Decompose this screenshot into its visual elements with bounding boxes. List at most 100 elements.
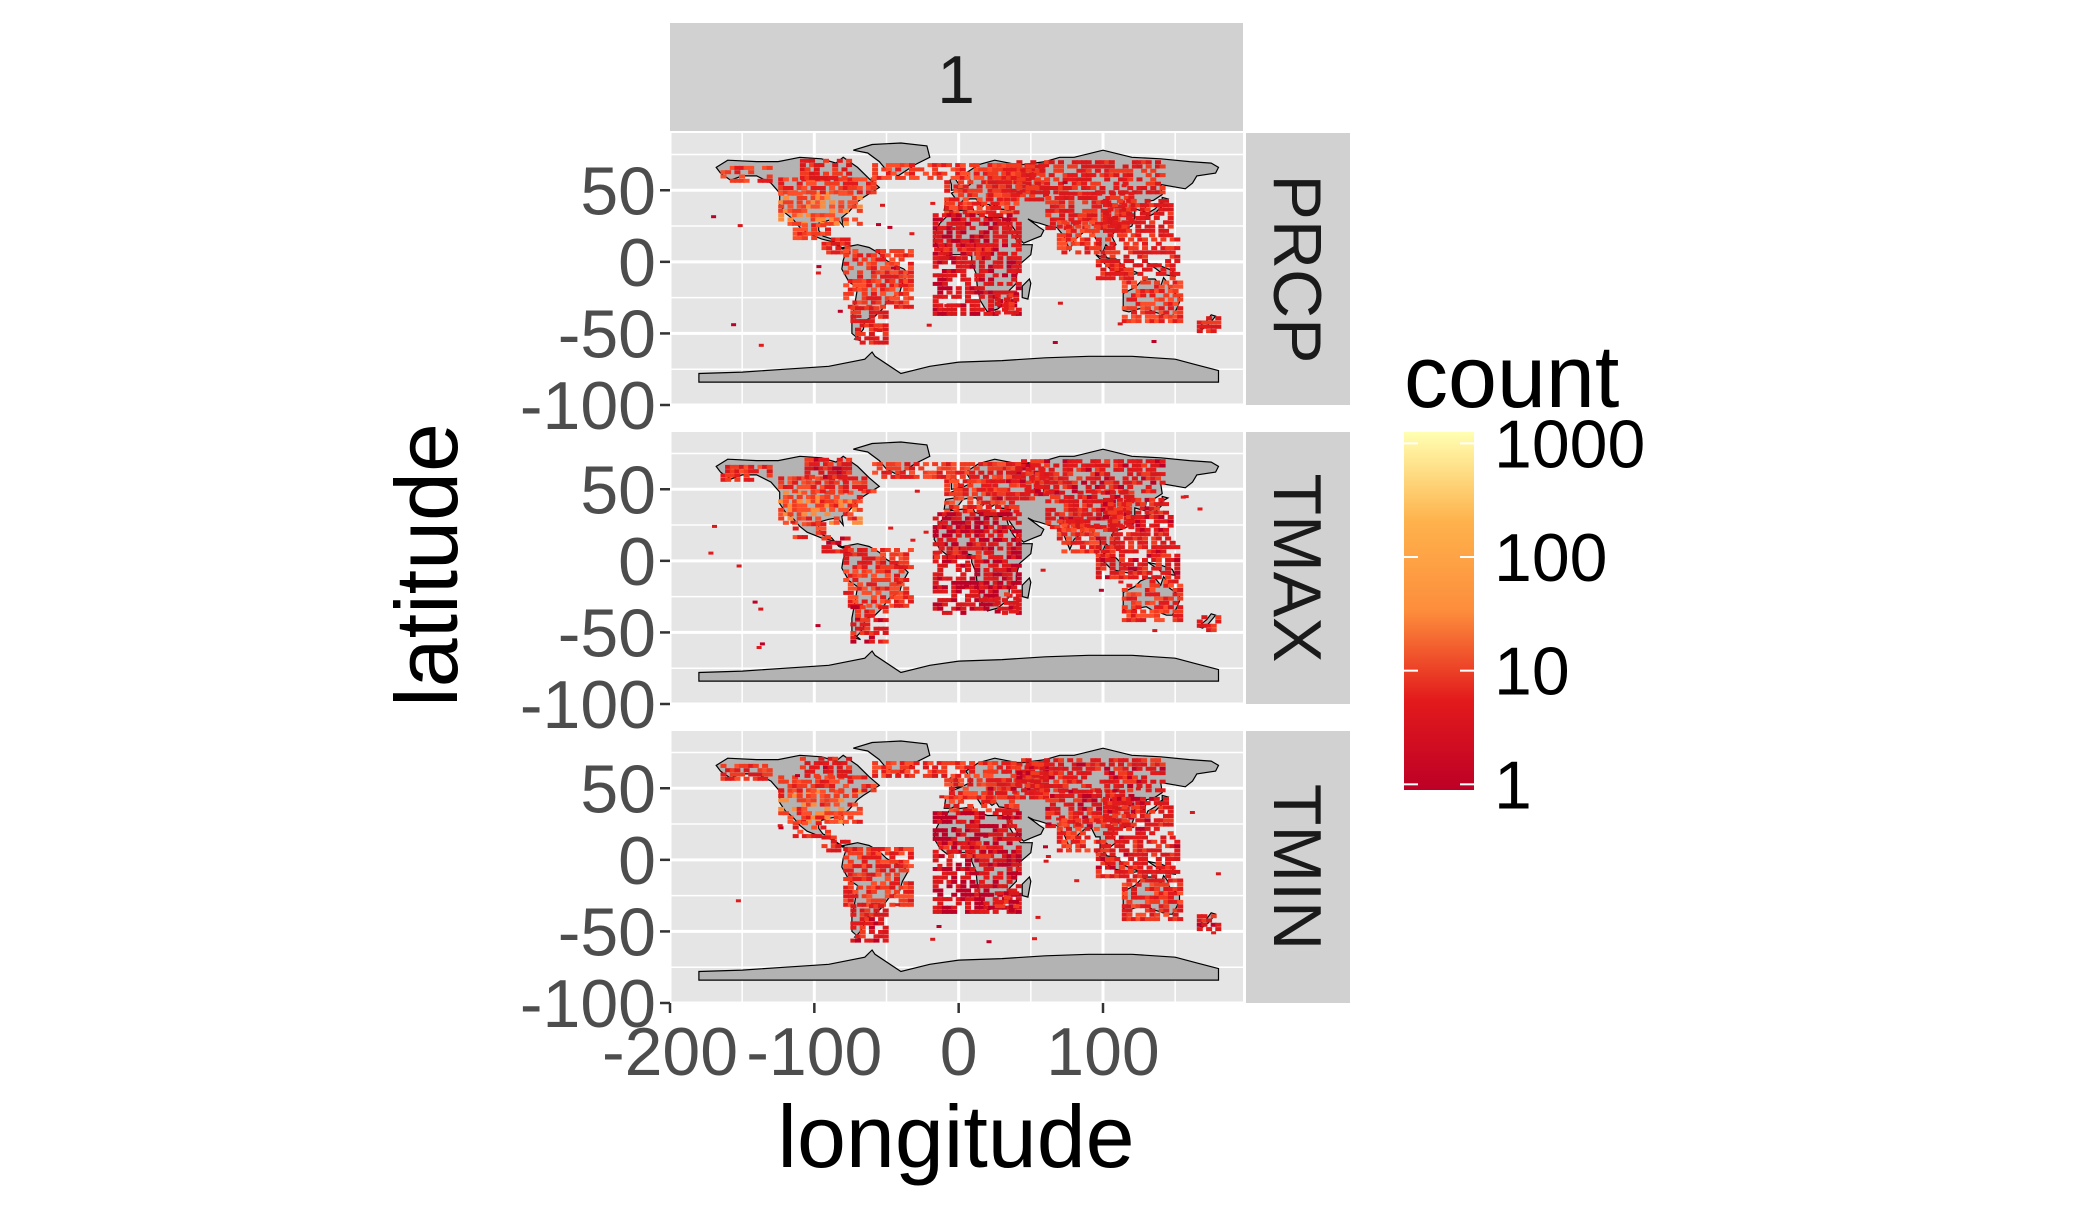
count-tile bbox=[1136, 463, 1143, 468]
count-tile bbox=[937, 589, 944, 594]
count-tile bbox=[1081, 164, 1088, 169]
count-tile bbox=[1109, 259, 1116, 263]
count-tile bbox=[801, 811, 808, 816]
count-tile bbox=[1033, 786, 1040, 791]
count-tile bbox=[1107, 497, 1114, 502]
count-tile bbox=[823, 474, 829, 479]
count-tile bbox=[801, 503, 808, 508]
count-tile bbox=[889, 586, 896, 591]
count-tile bbox=[1002, 243, 1008, 248]
count-tile bbox=[1091, 191, 1098, 196]
count-tile bbox=[843, 261, 850, 266]
count-tile bbox=[1135, 233, 1142, 238]
count-tile bbox=[743, 763, 750, 768]
count-tile bbox=[1099, 463, 1106, 468]
count-tile bbox=[1084, 237, 1091, 242]
count-tile bbox=[1118, 566, 1125, 571]
count-tile bbox=[1006, 836, 1013, 841]
count-tile bbox=[992, 537, 999, 542]
count-tile bbox=[932, 171, 939, 176]
count-tile bbox=[958, 492, 965, 497]
count-tile bbox=[1063, 516, 1070, 521]
count-tile bbox=[1008, 210, 1015, 215]
count-tile bbox=[870, 253, 877, 258]
count-tile bbox=[1172, 579, 1179, 584]
count-tile bbox=[950, 470, 957, 475]
count-tile bbox=[1013, 310, 1020, 315]
count-tile bbox=[932, 888, 939, 893]
count-tile bbox=[855, 327, 861, 332]
count-tile bbox=[955, 550, 962, 555]
count-tile bbox=[889, 257, 896, 262]
count-tile bbox=[962, 509, 969, 514]
count-tile bbox=[1100, 848, 1107, 853]
count-tile bbox=[876, 223, 881, 227]
count-tile bbox=[801, 223, 808, 228]
count-tile bbox=[1165, 570, 1172, 575]
count-tile bbox=[992, 836, 999, 841]
count-tile bbox=[978, 290, 985, 295]
count-tile bbox=[988, 824, 995, 829]
count-tile bbox=[976, 201, 983, 206]
count-tile bbox=[969, 512, 976, 517]
count-tile bbox=[796, 476, 803, 481]
count-tile bbox=[965, 525, 971, 530]
count-tile bbox=[1118, 758, 1124, 763]
count-tile bbox=[852, 186, 859, 190]
count-tile bbox=[826, 848, 833, 853]
count-tile bbox=[1126, 211, 1133, 216]
count-tile bbox=[898, 603, 905, 608]
count-tile bbox=[951, 875, 958, 880]
count-tile bbox=[1015, 546, 1022, 551]
count-tile bbox=[1004, 808, 1011, 813]
count-tile bbox=[729, 464, 736, 469]
count-tile bbox=[1167, 523, 1174, 528]
count-tile bbox=[996, 462, 1003, 467]
count-tile bbox=[1165, 259, 1172, 263]
count-tile bbox=[930, 201, 936, 205]
count-tile bbox=[955, 819, 962, 824]
count-tile bbox=[969, 854, 976, 859]
count-tile bbox=[903, 859, 910, 864]
count-tile bbox=[978, 264, 985, 269]
count-tile bbox=[971, 791, 978, 796]
count-tile bbox=[946, 879, 953, 884]
count-tile bbox=[1077, 213, 1084, 218]
count-tile bbox=[1105, 865, 1111, 870]
count-tile bbox=[1123, 811, 1130, 816]
count-tile bbox=[1076, 467, 1083, 472]
count-tile bbox=[801, 784, 808, 788]
count-tile bbox=[826, 246, 833, 251]
count-tile bbox=[909, 171, 915, 176]
count-tile bbox=[984, 251, 991, 256]
count-tile bbox=[994, 301, 1001, 306]
count-tile bbox=[946, 256, 953, 261]
count-tile bbox=[1174, 553, 1181, 558]
count-tile bbox=[1128, 566, 1135, 571]
count-tile bbox=[852, 249, 859, 253]
count-tile bbox=[1126, 519, 1133, 524]
count-tile bbox=[819, 190, 826, 195]
count-tile bbox=[1090, 476, 1097, 481]
count-tile bbox=[725, 776, 732, 781]
count-tile bbox=[1011, 836, 1018, 841]
count-tile bbox=[1067, 186, 1074, 190]
count-tile bbox=[1081, 480, 1088, 485]
count-tile bbox=[1011, 875, 1018, 880]
count-tile bbox=[1029, 765, 1036, 770]
count-tile bbox=[809, 462, 816, 467]
count-tile bbox=[946, 550, 953, 555]
count-tile bbox=[946, 290, 953, 295]
count-tile bbox=[861, 480, 868, 485]
count-tile bbox=[1131, 310, 1137, 315]
count-tile bbox=[826, 250, 833, 255]
count-tile bbox=[881, 175, 888, 180]
count-tile bbox=[875, 855, 882, 860]
count-tile bbox=[976, 509, 983, 514]
count-tile bbox=[1006, 479, 1012, 484]
count-tile bbox=[1149, 228, 1156, 233]
count-tile bbox=[1002, 290, 1008, 295]
count-tile bbox=[1160, 865, 1167, 870]
count-tile bbox=[894, 586, 900, 591]
count-tile bbox=[1011, 854, 1018, 859]
